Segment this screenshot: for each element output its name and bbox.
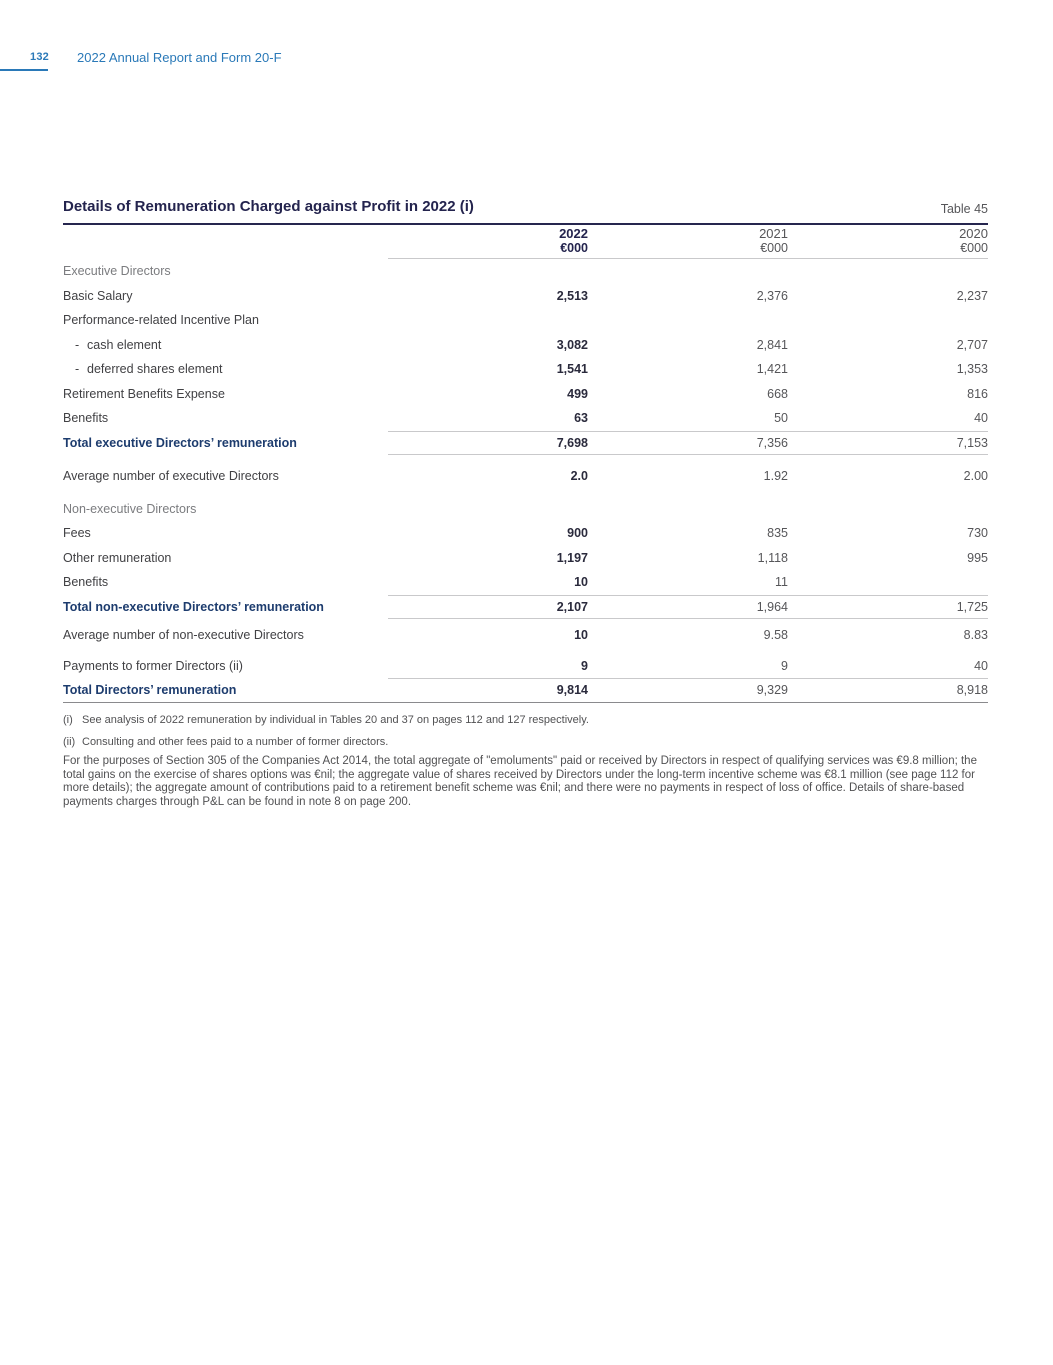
table-row: Basic Salary 2,513 2,376 2,237: [63, 284, 988, 309]
value-2022: 63: [574, 411, 588, 426]
value-2020: 2,707: [956, 337, 988, 352]
value-2022: 9,814: [556, 683, 588, 698]
value-2021: 9,329: [756, 683, 788, 698]
value-2020: 1,725: [956, 599, 988, 614]
value-2020: 8,918: [956, 683, 988, 698]
row-label: - deferred shares element: [75, 362, 223, 377]
value-2021: 9: [781, 658, 788, 673]
value-2020: 730: [967, 526, 988, 541]
dash: -: [75, 362, 80, 377]
table-row-section: Non-executive Directors: [63, 497, 988, 522]
remuneration-table: Details of Remuneration Charged against …: [63, 198, 988, 703]
value-2020: 40: [974, 658, 988, 673]
footnotes: (i) See analysis of 2022 remuneration by…: [63, 714, 988, 758]
value-2021: 2,376: [756, 288, 788, 303]
value-2020: 816: [967, 386, 988, 401]
value-2021: 11: [775, 575, 788, 590]
table-reference: Table 45: [940, 202, 988, 216]
value-2020: 995: [967, 550, 988, 565]
row-label: Performance-related Incentive Plan: [63, 313, 259, 328]
value-2021: 835: [767, 526, 788, 541]
value-2022: 9: [581, 658, 588, 673]
value-2022: 7,698: [556, 435, 588, 450]
table-row: Average number of non-executive Director…: [63, 623, 988, 648]
value-2022: 2,513: [556, 288, 588, 303]
value-2022: 499: [567, 386, 588, 401]
value-2021: 1,118: [757, 550, 788, 565]
value-2020: 2,237: [956, 288, 988, 303]
value-2021: 1,964: [756, 599, 788, 614]
table-row: Fees 900 835 730: [63, 521, 988, 546]
value-2022: 2.0: [570, 469, 588, 484]
value-2020: 8.83: [963, 628, 988, 643]
table-row: Retirement Benefits Expense 499 668 816: [63, 382, 988, 407]
table-row: Benefits 10 11: [63, 570, 988, 595]
footnote-marker: (i): [63, 714, 73, 726]
column-header-2020: 2020 €000: [959, 226, 988, 256]
row-label: Total Directors’ remuneration: [63, 682, 237, 697]
footnote-marker: (ii): [63, 736, 76, 748]
row-label: Basic Salary: [63, 288, 133, 303]
row-label: Executive Directors: [63, 264, 171, 279]
table-row-total: Total executive Directors’ remuneration …: [63, 430, 988, 455]
value-2022: 2,107: [556, 599, 588, 614]
value-2022: 3,082: [556, 337, 588, 352]
table-title: Details of Remuneration Charged against …: [63, 198, 474, 215]
table-row: Payments to former Directors (ii) 9 9 40: [63, 654, 988, 679]
value-2021: 50: [774, 411, 788, 426]
footnote-text: Consulting and other fees paid to a numb…: [82, 736, 389, 748]
value-2021: 7,356: [756, 435, 788, 450]
row-label: Benefits: [63, 411, 109, 426]
table-row-section: Executive Directors: [63, 259, 988, 284]
table-row: Benefits 63 50 40: [63, 406, 988, 431]
value-2021: 1.92: [763, 469, 788, 484]
value-2021: 2,841: [756, 337, 788, 352]
table-row: Average number of executive Directors 2.…: [63, 464, 988, 489]
column-headers: 2022 €000 2021 €000 2020 €000: [388, 225, 988, 259]
table-row-grand-total: Total Directors’ remuneration 9,814 9,32…: [63, 678, 988, 703]
row-label: Average number of non-executive Director…: [63, 628, 304, 643]
row-label: - cash element: [75, 337, 162, 352]
value-2021: 9.58: [763, 628, 788, 643]
row-label: Fees: [63, 526, 91, 541]
page-number-underline: [0, 69, 48, 71]
table-row: - cash element 3,082 2,841 2,707: [63, 333, 988, 358]
row-label: Payments to former Directors (ii): [63, 658, 243, 673]
table-row: Performance-related Incentive Plan: [63, 308, 988, 333]
value-2020: 1,353: [956, 362, 988, 377]
row-label: Other remuneration: [63, 550, 172, 565]
value-2020: 7,153: [956, 435, 988, 450]
footnote-ii: (ii) Consulting and other fees paid to a…: [63, 736, 988, 749]
table-row: - deferred shares element 1,541 1,421 1,3…: [63, 357, 988, 382]
value-2022: 10: [574, 628, 588, 643]
row-label: Total non-executive Directors’ remunerat…: [63, 599, 324, 614]
value-2020: 40: [974, 411, 988, 426]
value-2022: 1,197: [556, 550, 588, 565]
table-header: Details of Remuneration Charged against …: [63, 198, 988, 225]
footnote-i: (i) See analysis of 2022 remuneration by…: [63, 714, 988, 727]
table-row-total: Total non-executive Directors’ remunerat…: [63, 594, 988, 619]
column-header-2022: 2022 €000: [559, 226, 588, 256]
report-title: 2022 Annual Report and Form 20-F: [77, 50, 282, 65]
legal-paragraph: For the purposes of Section 305 of the C…: [63, 755, 977, 808]
value-2020: 2.00: [963, 469, 988, 484]
page-number: 132: [30, 51, 49, 63]
row-label: Non-executive Directors: [63, 501, 197, 516]
value-2021: 1,421: [756, 362, 788, 377]
table-row: Other remuneration 1,197 1,118 995: [63, 546, 988, 571]
value-2021: 668: [767, 386, 788, 401]
row-label: Benefits: [63, 575, 109, 590]
row-label: Total executive Directors’ remuneration: [63, 435, 297, 450]
value-2022: 900: [567, 526, 588, 541]
row-label: Retirement Benefits Expense: [63, 386, 225, 401]
row-label: Average number of executive Directors: [63, 469, 279, 484]
dash: -: [75, 337, 80, 352]
footnote-text: See analysis of 2022 remuneration by ind…: [82, 714, 589, 726]
value-2022: 10: [574, 575, 588, 590]
value-2022: 1,541: [556, 362, 588, 377]
column-header-2021: 2021 €000: [759, 226, 788, 256]
